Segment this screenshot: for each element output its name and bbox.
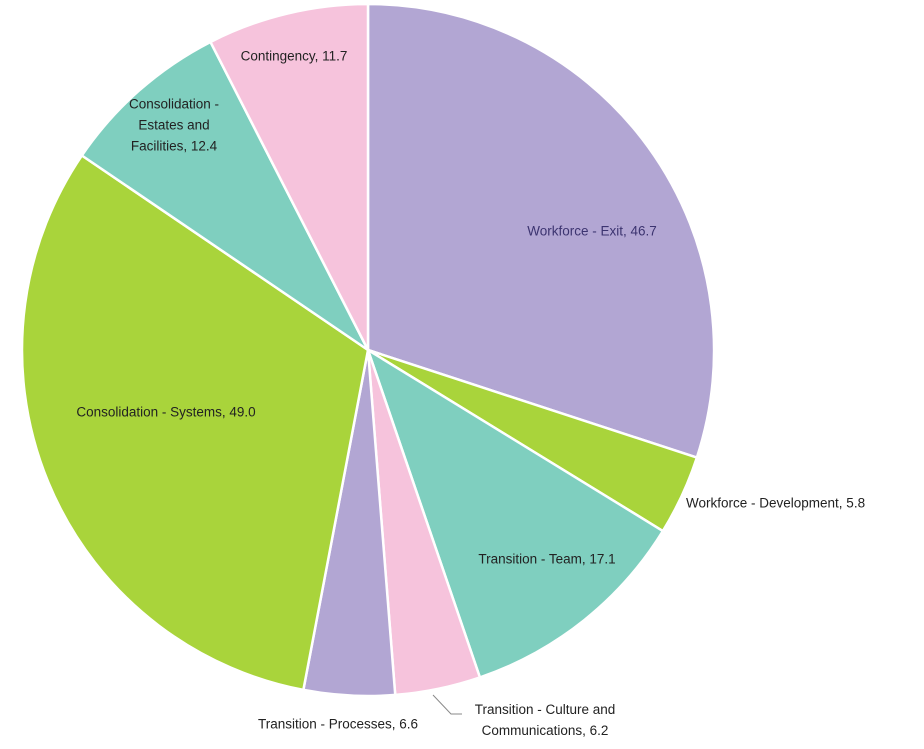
slice-label-line: Consolidation -: [129, 97, 219, 112]
slice-label-line: Transition - Team, 17.1: [478, 552, 615, 567]
pie-slice-workforce-exit: [366, 2, 716, 459]
slice-label-line: Transition - Culture and: [475, 702, 616, 717]
leader-lines: [432, 694, 462, 715]
slice-label-line: Transition - Processes, 6.6: [258, 717, 418, 732]
slice-label-contingency: Contingency, 11.7: [241, 49, 348, 64]
slice-label-line: Contingency, 11.7: [241, 49, 348, 64]
slice-label-consolidation-systems: Consolidation - Systems, 49.0: [76, 405, 255, 420]
slice-label-transition-team: Transition - Team, 17.1: [478, 552, 615, 567]
slice-labels: Workforce - Exit, 46.7 Workforce - Develo…: [76, 49, 865, 739]
slice-label-transition-culture-and-communications: Transition - Culture and Communications, …: [475, 702, 616, 738]
slice-label-line: Workforce - Development, 5.8: [686, 496, 865, 511]
slice-label-transition-processes: Transition - Processes, 6.6: [258, 717, 418, 732]
pie-slice-transition-team: [366, 348, 665, 679]
slice-label-line: Workforce - Exit, 46.7: [527, 224, 657, 239]
slice-label-workforce-development: Workforce - Development, 5.8: [686, 496, 865, 511]
slice-label-line: Communications, 6.2: [482, 723, 609, 738]
slice-label-line: Consolidation - Systems, 49.0: [76, 405, 255, 420]
pie-slice-contingency: [209, 2, 370, 352]
pie-slices: [20, 2, 716, 698]
slice-label-line: Facilities, 12.4: [131, 139, 218, 154]
slice-label-consolidation-estates-and-facilities: Consolidation - Estates and Facilities, 12…: [129, 97, 219, 154]
pie-slice-consolidation-systems: [20, 154, 370, 692]
pie-slice-consolidation-estates-and-facilities: [80, 40, 370, 352]
leader-line-transition-culture-and-communications: [432, 694, 462, 715]
slice-label-line: Estates and: [138, 118, 209, 133]
slice-label-workforce-exit: Workforce - Exit, 46.7: [527, 224, 657, 239]
